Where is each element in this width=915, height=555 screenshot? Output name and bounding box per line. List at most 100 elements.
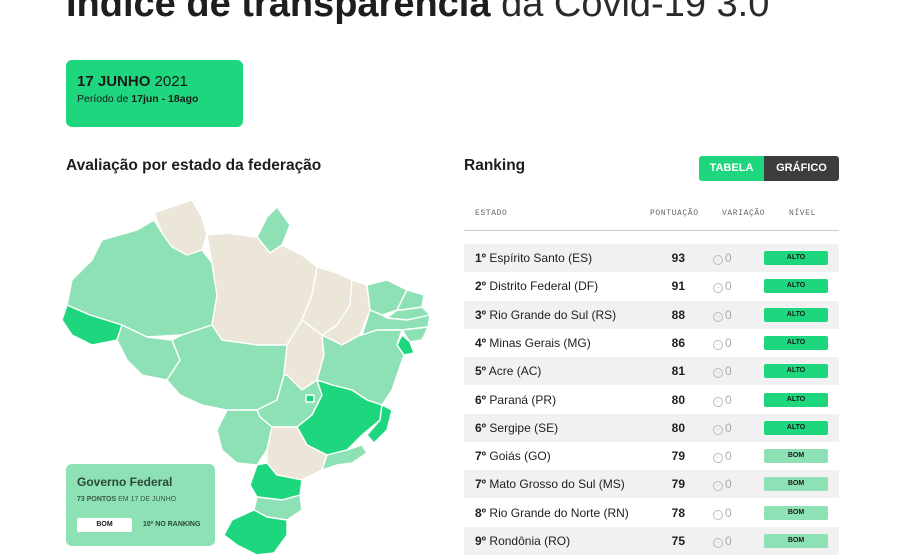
date-year: 2021 [154, 73, 188, 90]
gov-federal-title: Governo Federal [77, 475, 173, 489]
table-row[interactable]: 7º Mato Grosso do Sul (MS) 79 –0 BOM [464, 470, 839, 499]
row-state: 4º Minas Gerais (MG) [475, 336, 591, 350]
row-state-name: Rio Grande do Norte (RN) [489, 505, 629, 520]
tab-chart[interactable]: GRÁFICO [764, 156, 839, 181]
state-ac[interactable] [62, 304, 123, 346]
title-bold: Índice de transparência [66, 0, 491, 25]
col-header-variation[interactable]: VARIAÇÃO [722, 209, 766, 218]
row-variation: –0 [713, 364, 732, 379]
table-row[interactable]: 9º Rondônia (RO) 75 –0 BOM [464, 527, 839, 555]
state-al[interactable] [401, 326, 429, 343]
row-score: 88 [671, 307, 685, 322]
table-row[interactable]: 3º Rio Grande do Sul (RS) 88 –0 ALTO [464, 300, 839, 329]
ranking-heading: Ranking [464, 157, 526, 174]
row-score: 81 [671, 364, 685, 379]
row-score: 80 [671, 420, 685, 435]
row-level-badge: BOM [764, 534, 828, 548]
row-state-name: Paraná (PR) [489, 392, 557, 407]
col-header-level[interactable]: NÍVEL [789, 209, 817, 218]
row-variation-value: 0 [725, 534, 732, 548]
period-value: 17jun - 18ago [131, 93, 199, 105]
row-level-badge: BOM [764, 477, 828, 492]
state-df[interactable] [305, 394, 315, 403]
table-row[interactable]: 8º Rio Grande do Norte (RN) 78 –0 BOM [464, 499, 839, 527]
state-mg[interactable] [296, 379, 383, 456]
row-position: 7º [475, 449, 487, 464]
row-level-badge: BOM [764, 449, 828, 464]
header-divider [464, 230, 839, 231]
table-row[interactable]: 2º Distrito Federal (DF) 91 –0 ALTO [464, 272, 839, 300]
row-level-badge: ALTO [764, 364, 828, 379]
row-position: 6º [475, 420, 487, 435]
row-variation-value: 0 [725, 420, 732, 435]
row-score: 79 [671, 477, 685, 492]
row-state: 9º Rondônia (RO) [475, 534, 570, 548]
variation-neutral-icon: – [713, 538, 723, 548]
gov-federal-points: 73 PONTOS EM 17 DE JUNHO [77, 496, 204, 503]
row-state-name: Goiás (GO) [489, 449, 551, 464]
gov-federal-card: Governo Federal 73 PONTOS EM 17 DE JUNHO… [66, 464, 215, 546]
row-level-badge: ALTO [764, 279, 828, 294]
row-state-name: Distrito Federal (DF) [489, 279, 599, 294]
row-position: 4º [475, 335, 487, 350]
col-header-score[interactable]: PONTUAÇÃO [650, 209, 699, 218]
row-variation: –0 [713, 506, 732, 520]
row-variation: –0 [713, 449, 732, 464]
tab-table[interactable]: TABELA [699, 156, 764, 181]
date-line: 17 JUNHO 2021 [77, 73, 232, 90]
table-row[interactable]: 5º Acre (AC) 81 –0 ALTO [464, 357, 839, 386]
row-position: 5º [475, 364, 487, 379]
row-variation: –0 [713, 421, 732, 435]
row-state: 6º Sergipe (SE) [475, 421, 558, 435]
row-variation: –0 [713, 279, 732, 294]
row-level-badge: BOM [764, 505, 828, 520]
variation-neutral-icon: – [713, 509, 723, 520]
row-position: 6º [475, 392, 487, 407]
row-variation-value: 0 [725, 364, 732, 379]
view-toggle: TABELA GRÁFICO [699, 156, 839, 181]
variation-neutral-icon: – [713, 481, 723, 492]
state-ms[interactable] [216, 409, 273, 466]
variation-neutral-icon: – [713, 368, 723, 379]
row-variation-value: 0 [725, 307, 732, 322]
table-row[interactable]: 7º Goiás (GO) 79 –0 BOM [464, 442, 839, 470]
row-variation-value: 0 [725, 251, 732, 265]
date-box: 17 JUNHO 2021 Período de 17jun - 18ago [66, 60, 243, 127]
row-state-name: Sergipe (SE) [489, 420, 559, 435]
row-variation-value: 0 [725, 279, 732, 294]
row-variation: –0 [713, 336, 732, 350]
variation-neutral-icon: – [713, 311, 723, 322]
row-variation: –0 [713, 534, 732, 548]
row-score: 93 [671, 251, 685, 265]
state-rj[interactable] [321, 444, 368, 471]
variation-neutral-icon: – [713, 255, 723, 265]
title-light: da Covid-19 3.0 [501, 0, 770, 25]
row-state-name: Mato Grosso do Sul (MS) [489, 477, 625, 492]
row-position: 7º [475, 477, 487, 492]
state-rs[interactable] [223, 509, 288, 555]
state-es[interactable] [366, 404, 393, 444]
row-state: 3º Rio Grande do Sul (RS) [475, 308, 616, 322]
row-state-name: Espírito Santo (ES) [489, 251, 593, 265]
row-position: 9º [475, 534, 487, 548]
gov-federal-badge: BOM [77, 518, 132, 532]
row-variation-value: 0 [725, 477, 732, 492]
row-state: 6º Paraná (PR) [475, 393, 556, 407]
row-position: 8º [475, 505, 487, 520]
row-variation: –0 [713, 393, 732, 407]
row-level-badge: ALTO [764, 335, 828, 350]
table-row[interactable]: 4º Minas Gerais (MG) 86 –0 ALTO [464, 329, 839, 357]
variation-neutral-icon: – [713, 396, 723, 407]
row-score: 75 [671, 534, 685, 548]
row-state: 8º Rio Grande do Norte (RN) [475, 506, 629, 520]
date-day-month: 17 JUNHO [77, 73, 151, 90]
row-variation: –0 [713, 308, 732, 322]
row-variation-value: 0 [725, 335, 732, 350]
row-position: 2º [475, 279, 487, 294]
table-row[interactable]: 1º Espírito Santo (ES) 93 –0 ALTO [464, 244, 839, 272]
table-row[interactable]: 6º Sergipe (SE) 80 –0 ALTO [464, 413, 839, 442]
table-row[interactable]: 6º Paraná (PR) 80 –0 ALTO [464, 386, 839, 414]
row-state: 7º Mato Grosso do Sul (MS) [475, 477, 625, 491]
col-header-state[interactable]: ESTADO [475, 209, 508, 218]
row-state-name: Rio Grande do Sul (RS) [489, 307, 617, 322]
